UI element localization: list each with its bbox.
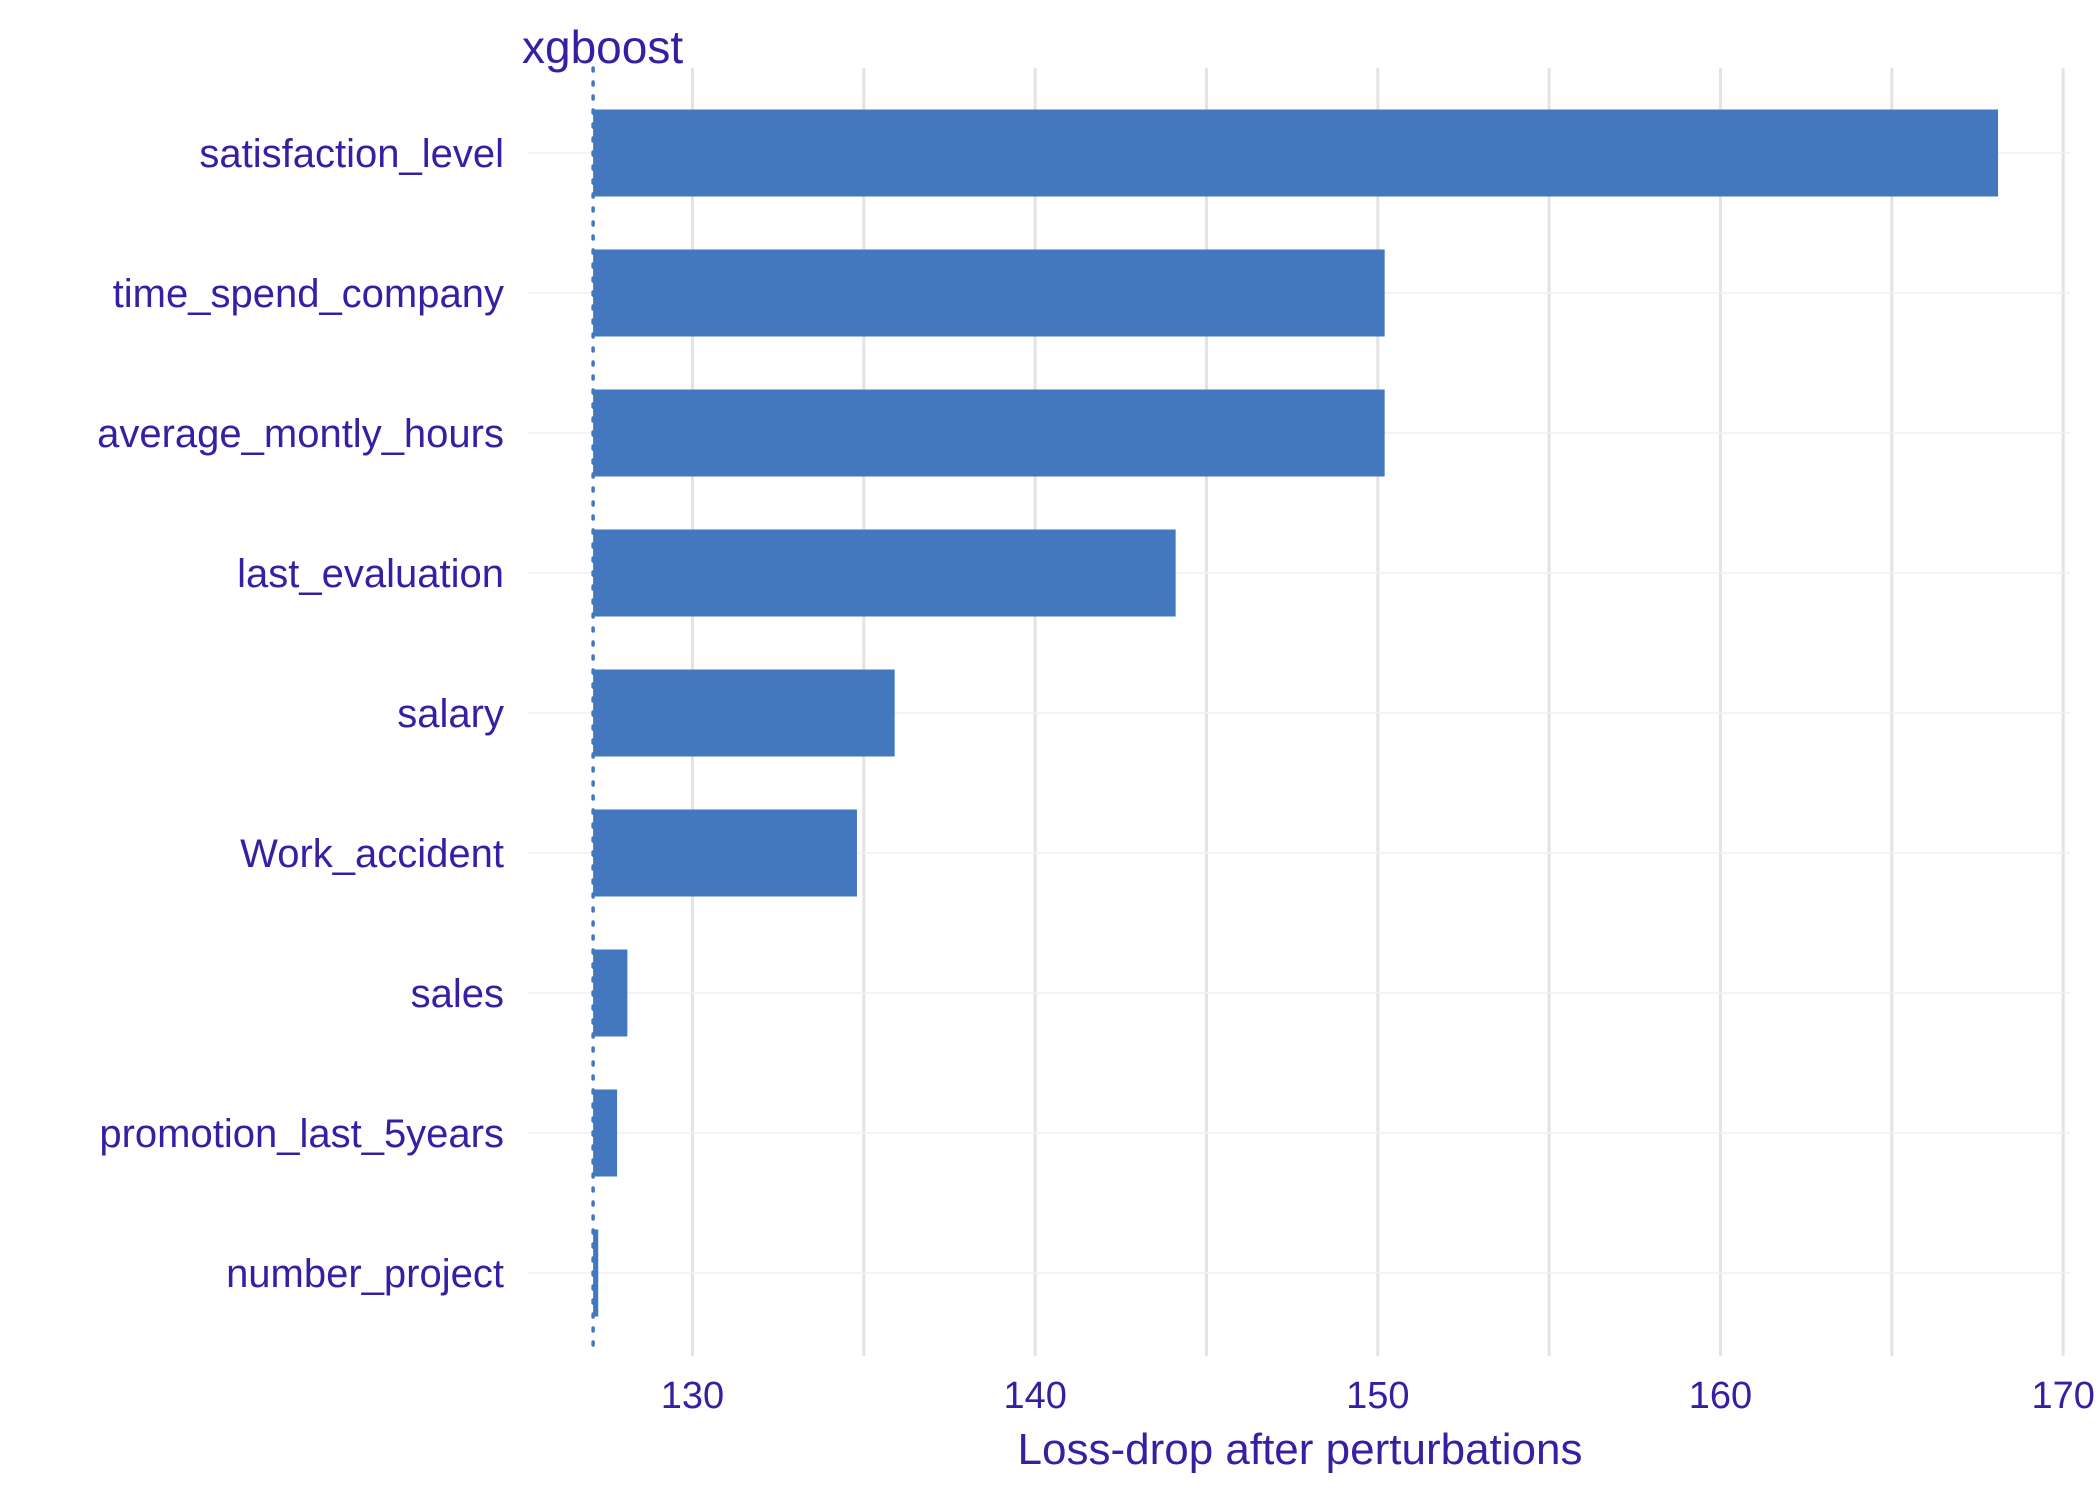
bar-average_montly_hours	[593, 389, 1385, 477]
panel-title: xgboost	[522, 21, 683, 73]
category-label: sales	[411, 972, 504, 1016]
category-label: last_evaluation	[237, 552, 504, 596]
bar-Work_accident	[593, 809, 857, 897]
bar-sales	[593, 949, 628, 1037]
x-tick-label: 170	[2031, 1375, 2094, 1417]
category-label: salary	[397, 692, 504, 736]
bar-satisfaction_level	[593, 109, 1999, 197]
x-tick-labels: 130 140 150 160 170	[661, 1375, 2095, 1417]
category-label: average_montly_hours	[97, 412, 504, 456]
bar-time_spend_company	[593, 249, 1385, 337]
category-labels: satisfaction_level time_spend_companyaver…	[97, 132, 504, 1296]
category-label: promotion_last_5years	[99, 1112, 504, 1156]
bar-number_project	[593, 1229, 599, 1317]
bar-salary	[593, 669, 895, 757]
x-axis-title: Loss-drop after perturbations	[1018, 1425, 1583, 1474]
x-tick-label: 160	[1689, 1375, 1752, 1417]
category-label: time_spend_company	[113, 272, 504, 316]
bar-last_evaluation	[593, 529, 1176, 617]
bar-promotion_last_5years	[593, 1089, 618, 1177]
x-tick-label: 150	[1346, 1375, 1409, 1417]
x-tick-label: 140	[1003, 1375, 1066, 1417]
category-label: satisfaction_level	[199, 132, 504, 176]
category-label: Work_accident	[240, 832, 504, 876]
bars	[591, 66, 1999, 1358]
x-tick-label: 130	[661, 1375, 724, 1417]
category-label: number_project	[226, 1252, 504, 1296]
